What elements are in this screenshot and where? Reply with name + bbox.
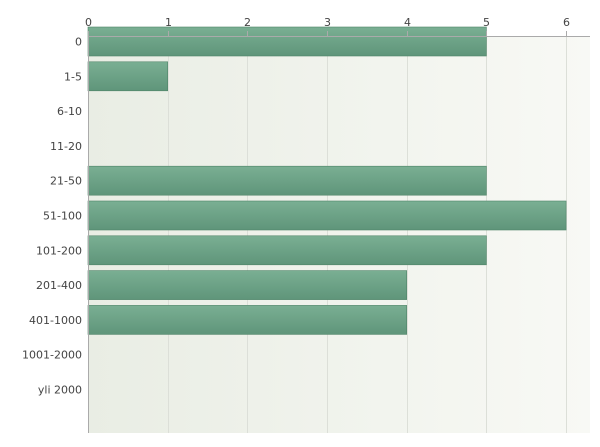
x-tick-label: 2 <box>244 16 251 29</box>
bar-0 <box>87 26 487 57</box>
y-tick-labels: 0 1-5 6-10 11-20 21-50 51-100 101-200 201-400 40… <box>22 36 82 397</box>
x-tick-label: 6 <box>563 16 570 29</box>
x-tick-label: 4 <box>404 16 411 29</box>
y-tick-label: 21-50 <box>50 175 82 188</box>
y-tick-label: 401-1000 <box>29 314 82 327</box>
bar-401-1000 <box>87 305 408 335</box>
x-tick-label: 3 <box>324 16 331 29</box>
y-tick-label: 51-100 <box>43 210 82 223</box>
bars <box>87 26 567 335</box>
y-tick-label: 1001-2000 <box>22 349 82 362</box>
y-tick-label: 0 <box>75 36 82 49</box>
bar-51-100 <box>87 200 567 231</box>
y-tick-label: 11-20 <box>50 140 82 153</box>
bar-101-200 <box>87 235 487 266</box>
grid-lines <box>168 36 567 433</box>
y-tick-label: 6-10 <box>57 105 82 118</box>
x-tick-label: 1 <box>165 16 172 29</box>
y-tick-label: 101-200 <box>36 244 82 257</box>
x-tick-labels: 0 1 2 3 4 5 6 <box>85 16 570 36</box>
x-tick-label: 0 <box>85 16 92 29</box>
y-tick-label: 1-5 <box>64 70 82 83</box>
bar-1-5 <box>87 61 168 92</box>
bar-201-400 <box>87 270 408 300</box>
bar-21-50 <box>87 165 487 196</box>
plot-background <box>88 36 590 433</box>
x-tick-label: 5 <box>483 16 490 29</box>
axes <box>88 36 590 433</box>
y-tick-label: 201-400 <box>36 279 82 292</box>
y-tick-label: yli 2000 <box>38 384 82 397</box>
